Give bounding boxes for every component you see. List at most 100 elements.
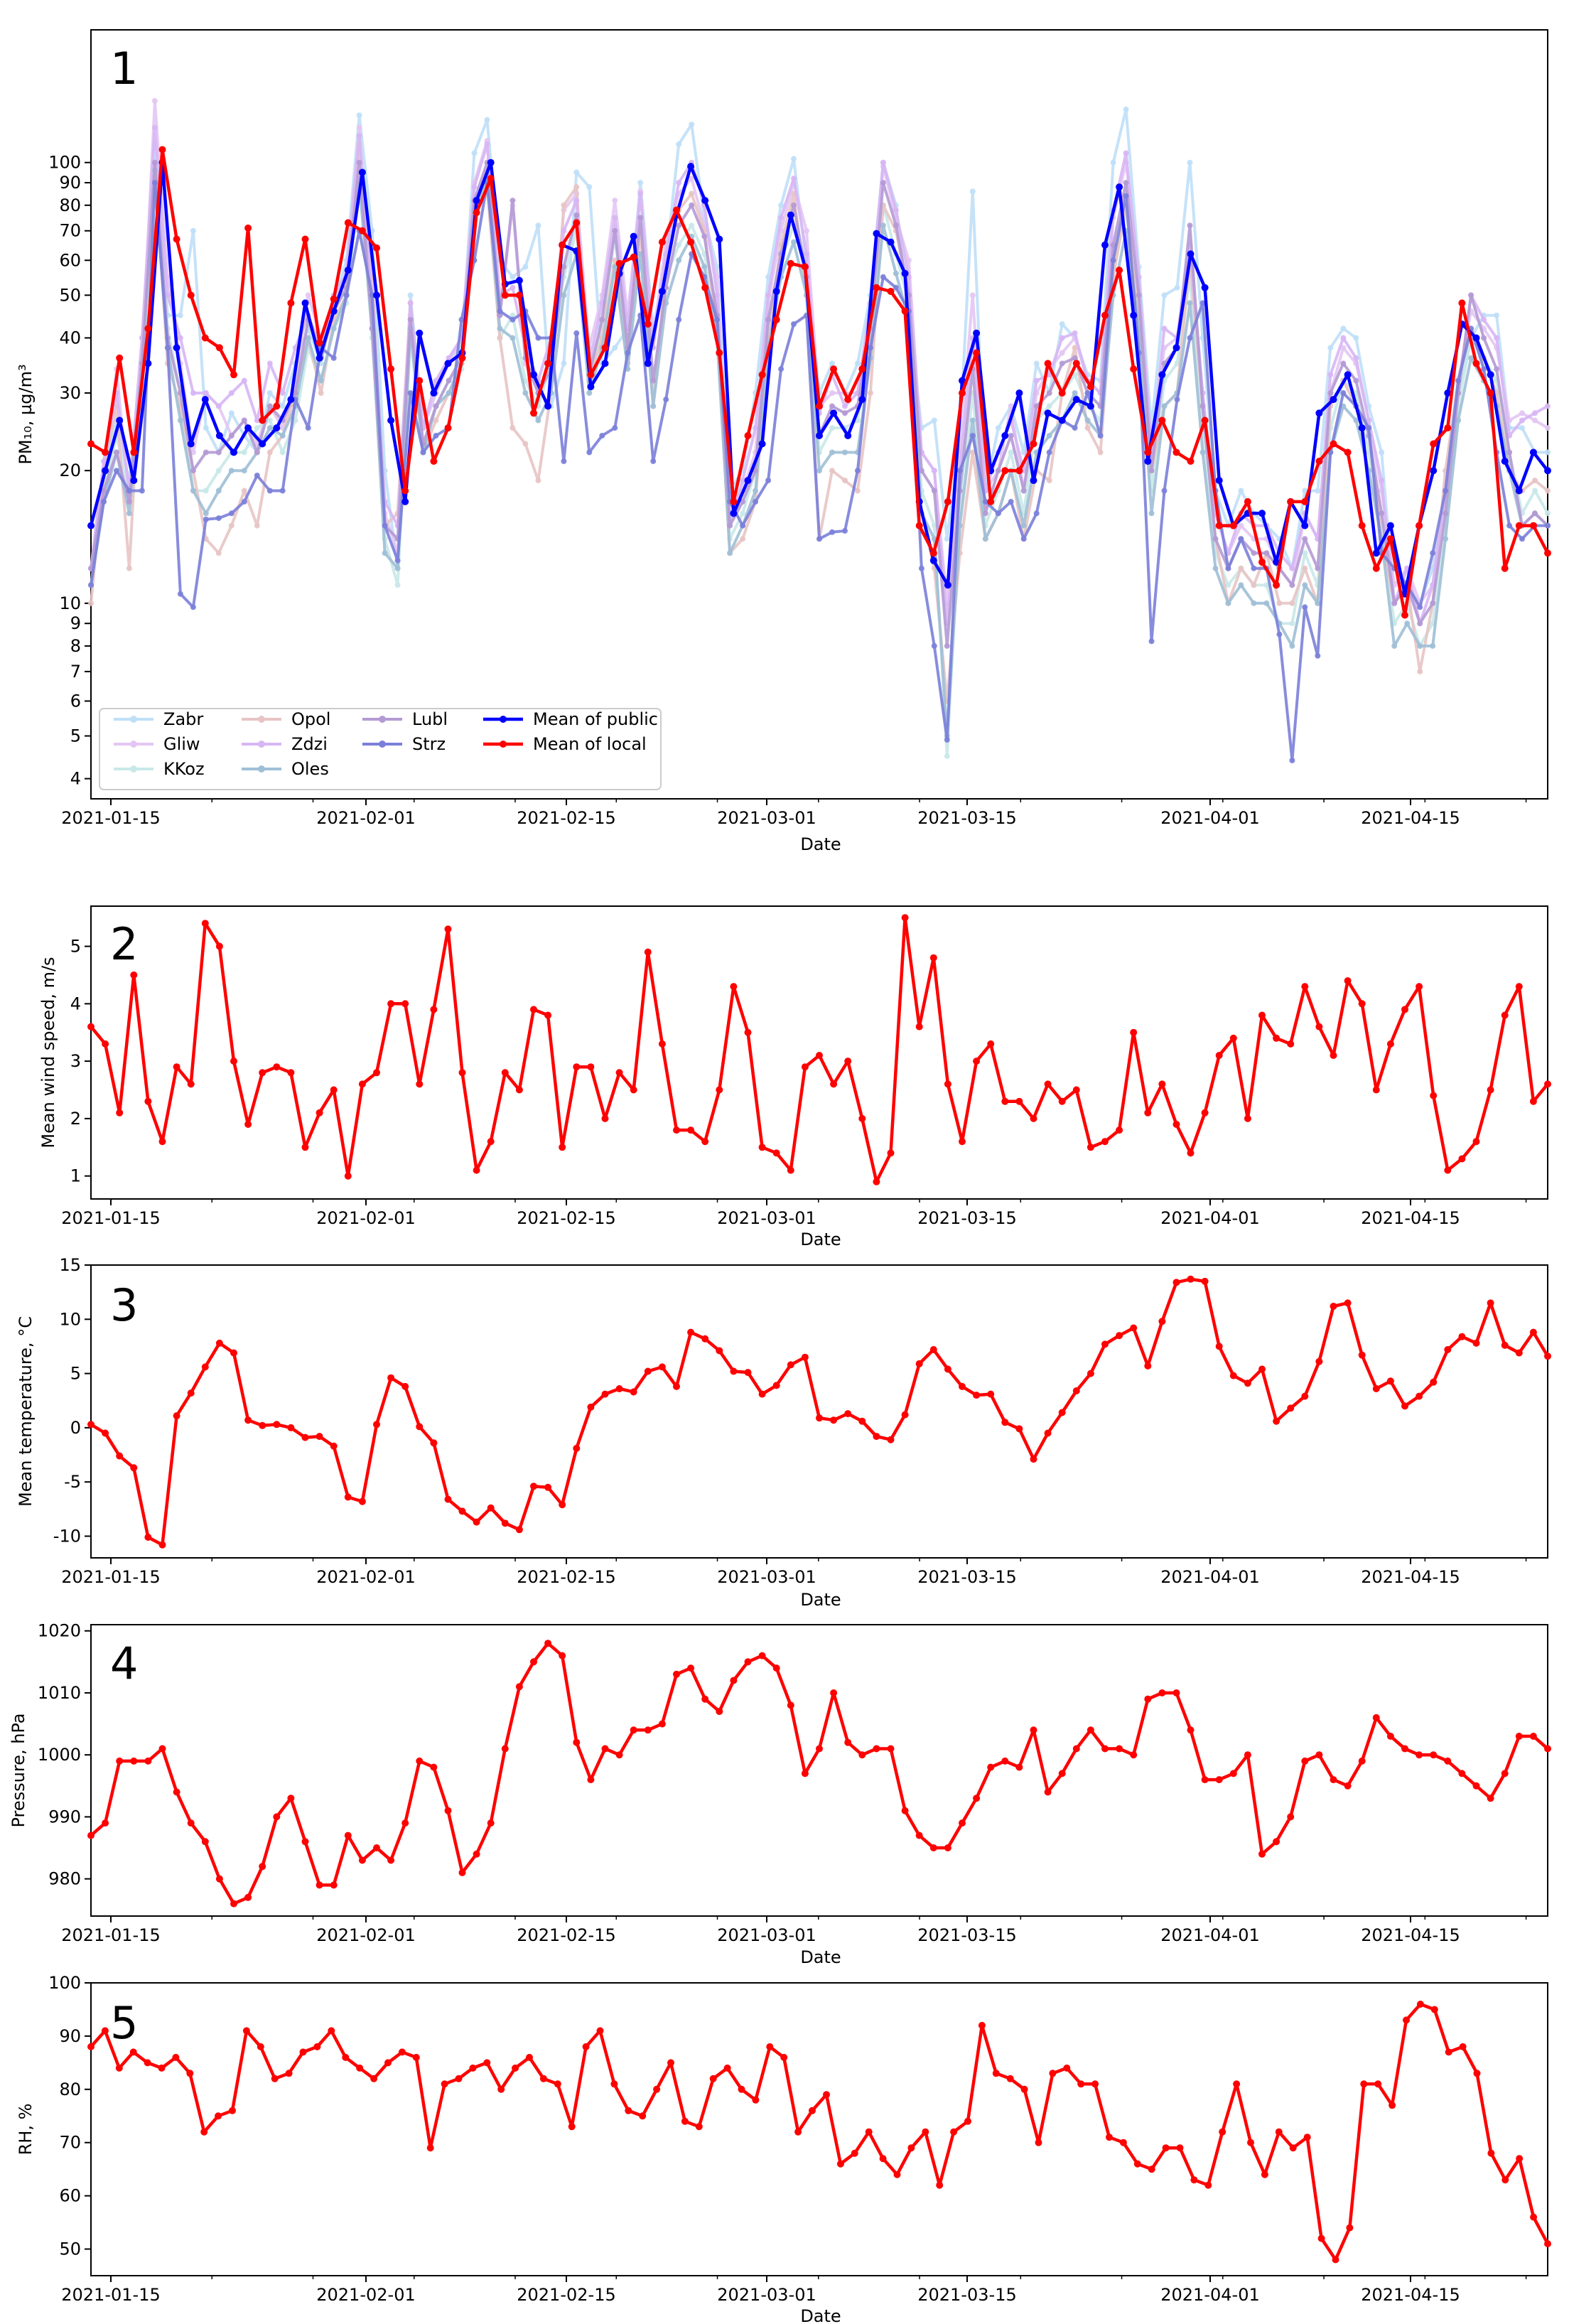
data-point	[1258, 558, 1266, 566]
y-tick-label: 80	[59, 195, 81, 215]
data-point	[279, 433, 286, 439]
data-point	[102, 1819, 109, 1827]
data-point	[287, 1069, 295, 1077]
data-point	[1340, 360, 1347, 367]
data-point	[752, 2096, 760, 2104]
panel-4-frame	[90, 1624, 1548, 1917]
data-point	[1401, 1402, 1408, 1410]
data-point	[701, 284, 709, 291]
data-point	[1172, 1279, 1180, 1286]
data-point	[867, 390, 873, 396]
data-point	[241, 498, 247, 505]
data-point	[816, 432, 823, 439]
data-point	[401, 1000, 409, 1008]
data-point	[959, 377, 966, 384]
data-point	[1133, 2160, 1141, 2168]
data-point	[1458, 299, 1466, 307]
data-point	[544, 1483, 552, 1491]
data-point	[714, 292, 721, 298]
data-point	[1187, 250, 1195, 258]
data-point	[1374, 2080, 1382, 2088]
y-tick-label: 9	[70, 613, 81, 633]
data-point	[241, 377, 247, 384]
data-point	[880, 274, 886, 280]
x-tick-label: 2021-03-01	[717, 1208, 816, 1228]
data-point	[778, 202, 784, 208]
data-point	[1058, 1770, 1066, 1777]
data-point	[880, 180, 886, 186]
data-point	[530, 1658, 537, 1666]
data-point	[344, 219, 352, 227]
data-point	[1544, 1745, 1551, 1753]
data-point	[880, 222, 886, 229]
data-point	[901, 1807, 909, 1814]
data-point	[279, 390, 286, 396]
data-point	[1215, 1343, 1223, 1350]
data-point	[330, 1881, 338, 1889]
data-point	[285, 2070, 293, 2077]
data-point	[259, 440, 266, 448]
data-point	[1238, 582, 1244, 588]
data-point	[1330, 396, 1337, 404]
x-tick-label: 2021-04-01	[1160, 2285, 1259, 2305]
data-point	[969, 188, 976, 195]
data-point	[1174, 284, 1180, 291]
y-tick-label: 20	[59, 461, 81, 480]
data-point	[1289, 620, 1295, 627]
data-point	[1172, 1121, 1180, 1128]
data-point	[1201, 1776, 1209, 1784]
data-point	[1275, 2128, 1283, 2136]
data-point	[305, 292, 311, 298]
data-point	[915, 1360, 923, 1367]
data-point	[1072, 372, 1078, 378]
data-point	[1233, 2080, 1241, 2088]
data-point	[1515, 522, 1523, 529]
data-point	[644, 948, 652, 956]
data-point	[1101, 311, 1109, 319]
x-tick-label: 2021-02-15	[517, 1925, 615, 1945]
data-point	[740, 478, 746, 483]
data-point	[1303, 2134, 1311, 2141]
data-point	[1144, 1109, 1152, 1117]
data-point	[1215, 522, 1223, 529]
data-point	[1529, 1097, 1537, 1105]
data-point	[316, 1433, 323, 1441]
data-point	[279, 449, 286, 456]
y-tick-label: 4	[70, 994, 81, 1013]
data-point	[1430, 600, 1436, 606]
data-point	[676, 222, 682, 229]
panel-2-xlabel: Date	[800, 1230, 841, 1249]
data-point	[1116, 267, 1123, 274]
data-point	[1515, 983, 1523, 991]
data-point	[573, 330, 580, 336]
data-point	[1130, 311, 1138, 319]
data-point	[1472, 1138, 1480, 1146]
data-point	[318, 377, 324, 384]
data-point	[1258, 1850, 1266, 1858]
data-point	[873, 1745, 880, 1753]
data-point	[273, 424, 281, 432]
data-point	[1443, 536, 1449, 542]
data-point	[1532, 488, 1538, 494]
data-point	[1515, 487, 1523, 495]
data-point	[102, 467, 109, 475]
data-point	[701, 1335, 709, 1343]
x-tick-label: 2021-01-15	[61, 1925, 160, 1945]
data-point	[1372, 549, 1380, 557]
data-point	[601, 1390, 609, 1398]
data-point	[187, 291, 195, 299]
data-point	[1501, 1770, 1509, 1777]
data-point	[716, 1086, 723, 1094]
panel-4-marks: 2021-01-15 2021-02-01 2021-02-15 2021-03-01…	[38, 1621, 1551, 1945]
data-point	[973, 1392, 981, 1399]
data-point	[1087, 383, 1094, 391]
y-tick-label: 7	[70, 662, 81, 682]
data-point	[851, 2149, 858, 2157]
data-point	[257, 2043, 264, 2050]
data-point	[201, 920, 209, 927]
data-point	[865, 2128, 873, 2136]
data-point	[1444, 1757, 1452, 1765]
panel-5-marks: 2021-01-15 2021-02-01 2021-02-15 2021-03-01…	[48, 1973, 1551, 2305]
data-point	[1353, 377, 1359, 384]
data-point	[1532, 417, 1538, 424]
